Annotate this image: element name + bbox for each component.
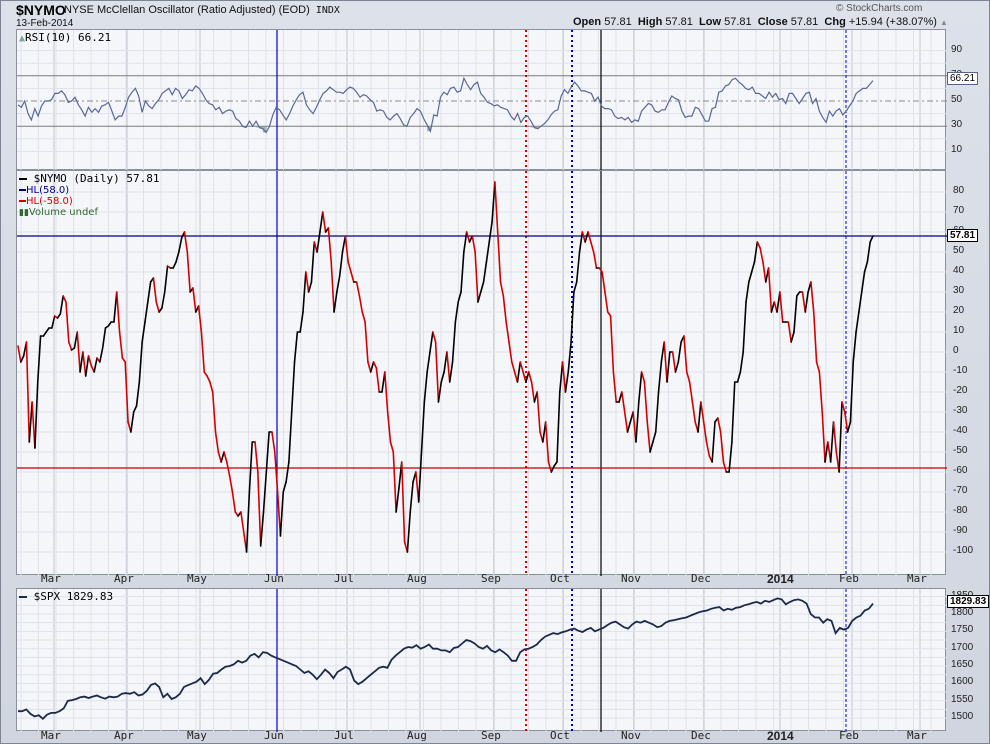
y-tick-label: 1500 — [951, 711, 974, 723]
rsi-panel[interactable]: ▲RSI(10) 66.21 — [16, 29, 947, 171]
spx-plot — [17, 589, 947, 732]
y-tick-label: -70 — [953, 485, 968, 496]
date-axis-upper: Mar Apr May Jun Jul Aug Sep Oct Nov Dec 2014 Feb Mar — [16, 572, 946, 586]
month-label: May — [187, 572, 207, 585]
month-label: Feb — [839, 572, 859, 585]
month-label: Jun — [264, 572, 284, 585]
y-tick-label: 1550 — [951, 693, 974, 705]
month-label: Apr — [114, 729, 134, 742]
y-tick-label: 10 — [951, 144, 963, 156]
month-label: Aug — [407, 729, 427, 742]
month-label: Mar — [907, 572, 927, 585]
triangle-up-icon: ▲ — [940, 18, 948, 27]
legend-swatch-black — [19, 178, 27, 180]
nymo-plot — [17, 171, 947, 576]
y-tick-label: -40 — [953, 425, 968, 436]
y-tick-label: 70 — [953, 205, 965, 216]
y-tick-label: -20 — [953, 385, 968, 396]
symbol-title: $NYMO — [16, 2, 66, 18]
nymo-last-value-tag: 57.81 — [947, 229, 979, 242]
exchange-label: INDX — [315, 5, 340, 16]
spx-last-value-tag: 1829.83 — [947, 595, 990, 608]
y-tick-label: -50 — [953, 445, 968, 456]
month-label: Aug — [407, 572, 427, 585]
month-label: Sep — [481, 572, 501, 585]
y-tick-label: 30 — [953, 285, 965, 296]
y-tick-label: 1700 — [951, 641, 974, 653]
y-tick-label: -90 — [953, 525, 968, 536]
nymo-legend: $NYMO (Daily) 57.81 HL(58.0) HL(-58.0) ▮… — [19, 172, 160, 218]
month-label: Mar — [907, 729, 927, 742]
month-label: Oct — [550, 729, 570, 742]
y-tick-label: 90 — [951, 43, 963, 55]
y-tick-label: 1800 — [951, 607, 974, 618]
y-tick-label: 0 — [953, 345, 959, 356]
month-label: Nov — [621, 729, 641, 742]
rsi-legend: ▲RSI(10) 66.21 — [19, 31, 112, 44]
legend-swatch-navy — [19, 596, 27, 598]
month-label: Mar — [41, 572, 61, 585]
y-tick-label: 1600 — [951, 676, 974, 688]
copyright-label: © StockCharts.com — [836, 3, 923, 14]
month-label: Jun — [264, 729, 284, 742]
month-label: Feb — [839, 729, 859, 742]
month-label: Mar — [41, 729, 61, 742]
y-tick-label: -80 — [953, 505, 968, 516]
month-label: Sep — [481, 729, 501, 742]
y-tick-label: 20 — [953, 305, 965, 316]
month-label: Dec — [691, 572, 711, 585]
y-tick-label: 80 — [953, 185, 965, 196]
month-label: Jul — [334, 572, 354, 585]
date-axis-lower: Mar Apr May Jun Jul Aug Sep Oct Nov Dec 2014 Feb Mar — [16, 729, 946, 743]
y-tick-label: 1750 — [951, 624, 974, 636]
y-tick-label: 50 — [953, 245, 965, 256]
y-tick-label: 40 — [953, 265, 965, 276]
symbol-description: NYSE McClellan Oscillator (Ratio Adjuste… — [64, 4, 340, 16]
month-label: Jul — [334, 729, 354, 742]
y-tick-label: -30 — [953, 405, 968, 416]
spx-legend: $SPX 1829.83 — [19, 590, 113, 603]
month-label: 2014 — [767, 572, 794, 586]
month-label: Oct — [550, 572, 570, 585]
legend-swatch-navy — [19, 189, 26, 191]
ohlc-summary: Open 57.81 High 57.81 Low 57.81 Close 57… — [573, 16, 948, 28]
chart-date: 13-Feb-2014 — [16, 18, 74, 29]
rsi-plot — [17, 30, 947, 171]
month-label: Nov — [621, 572, 641, 585]
y-tick-label: 50 — [951, 94, 963, 105]
month-label: Apr — [114, 572, 134, 585]
y-tick-label: 30 — [951, 119, 963, 131]
y-tick-label: -10 — [953, 365, 968, 376]
rsi-mountain-icon: ▲ — [19, 33, 26, 44]
y-tick-label: 1650 — [951, 659, 974, 671]
rsi-last-value-tag: 66.21 — [947, 72, 979, 85]
y-tick-label: -100 — [953, 545, 974, 556]
legend-swatch-red — [19, 200, 26, 202]
nymo-panel[interactable]: $NYMO (Daily) 57.81 HL(58.0) HL(-58.0) ▮… — [16, 170, 947, 576]
spx-panel[interactable]: $SPX 1829.83 — [16, 588, 947, 732]
y-tick-label: 10 — [953, 325, 965, 336]
month-label: Dec — [691, 729, 711, 742]
y-tick-label: -60 — [953, 465, 968, 476]
month-label: 2014 — [767, 729, 794, 743]
volume-bars-icon: ▮▮ — [19, 208, 29, 218]
month-label: May — [187, 729, 207, 742]
